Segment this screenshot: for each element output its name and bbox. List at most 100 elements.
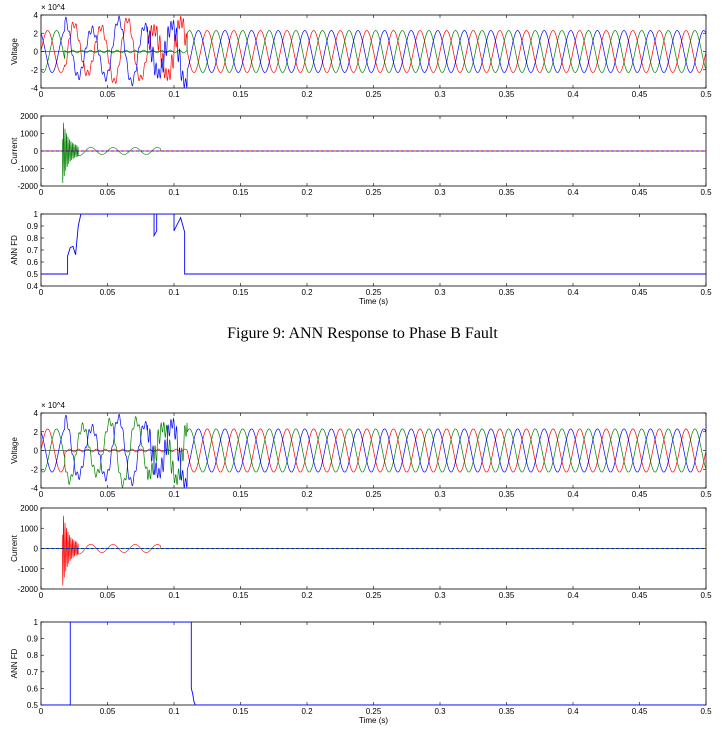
figure1-current-xtick-label: 0.45 xyxy=(632,188,648,197)
figure2-voltage-traces xyxy=(41,413,706,488)
figure2-voltage-ytick-label: -4 xyxy=(31,484,39,493)
figure2-voltage-xtick-label: 0.5 xyxy=(700,490,712,499)
figure2-current-xtick-label: 0.45 xyxy=(632,591,648,600)
figure2-ann-ytick-label: 0.7 xyxy=(27,668,39,677)
figure1-ann-ytick-label: 0.9 xyxy=(27,222,39,231)
figure1-ann-xtick-label: 0.3 xyxy=(434,288,446,297)
figure1-current-xtick-label: 0.4 xyxy=(567,188,579,197)
figure1-voltage-ytick-label: 0 xyxy=(34,48,39,57)
figure1-voltage-ytick-label: -2 xyxy=(31,66,39,75)
figure1-current-xtick-label: 0.35 xyxy=(499,188,515,197)
figure1-ann-ytick-label: 0.4 xyxy=(27,282,39,291)
figure2-ann-series-0 xyxy=(41,622,706,705)
figure1-ann-xtick-label: 0 xyxy=(39,288,44,297)
figure2-current-xtick-label: 0.15 xyxy=(233,591,249,600)
figure1-current-xtick-label: 0.15 xyxy=(233,188,249,197)
figure1-current-ytick-label: 2000 xyxy=(20,112,38,121)
figure1-current-xtick-label: 0.3 xyxy=(434,188,446,197)
figure1-current: 0 0.05 0.1 0.15 0.2 0.25 0.3 0.35 0.4 0.45 0.5 -200… xyxy=(10,112,712,197)
figure1-voltage-series-1 xyxy=(41,30,706,73)
figure2-voltage-xtick-label: 0.45 xyxy=(632,490,648,499)
figure1-ann-xtick-label: 0.05 xyxy=(100,288,116,297)
figure2-voltage: 0 0.05 0.1 0.15 0.2 0.25 0.3 0.35 0.4 0.45 0.5 -4 -2… xyxy=(10,401,712,499)
figure1-voltage-xtick-label: 0.25 xyxy=(366,90,382,99)
figure1-voltage-xtick-label: 0.1 xyxy=(168,90,180,99)
figure2-ann-ylabel: ANN FD xyxy=(10,648,19,678)
figure2-ann-xlabel: Time (s) xyxy=(359,716,388,725)
figure2-current-xtick-label: 0.3 xyxy=(434,591,446,600)
figure2-current-xtick-label: 0.4 xyxy=(567,591,579,600)
figure1-ann-series-0 xyxy=(41,214,706,275)
figure2-current-ytick-label: -2000 xyxy=(18,585,39,594)
figure2-current-xtick-label: 0.5 xyxy=(700,591,712,600)
figure1-ann-traces xyxy=(41,214,706,275)
figure1-ann-xtick-label: 0.15 xyxy=(233,288,249,297)
figure1-ann-ytick-label: 0.6 xyxy=(27,258,39,267)
figure2-voltage-ytick-label: 2 xyxy=(34,428,39,437)
figure1-voltage-ytick-label: 2 xyxy=(34,29,39,38)
figure2-current-xtick-label: 0.35 xyxy=(499,591,515,600)
figure2-current-ytick-label: -1000 xyxy=(18,565,39,574)
figure1-current-traces xyxy=(41,122,706,183)
figure2-ann-xtick-label: 0.45 xyxy=(632,707,648,716)
figure1-current-xtick-label: 0.1 xyxy=(168,188,180,197)
figure2-ann-ytick-label: 0.5 xyxy=(27,701,39,710)
figure1-current-ylabel: Current xyxy=(10,137,19,164)
figure1-ann-ytick-label: 0.5 xyxy=(27,270,39,279)
figure2-current-xtick-label: 0.05 xyxy=(100,591,116,600)
figure2-ann-xtick-label: 0.25 xyxy=(366,707,382,716)
figure2-current-xtick-label: 0.2 xyxy=(301,591,313,600)
figure2-ann-ytick-label: 0.8 xyxy=(27,651,39,660)
figure2-ann: 0 0.05 0.1 0.15 0.2 0.25 0.3 0.35 0.4 0.45 0.5 0.5 0… xyxy=(10,618,712,725)
figure2-voltage-series-0 xyxy=(41,428,706,473)
figure1-ann-xtick-label: 0.2 xyxy=(301,288,313,297)
figure1-voltage-xtick-label: 0 xyxy=(39,90,44,99)
figure1-voltage-xtick-label: 0.45 xyxy=(632,90,648,99)
figure2-voltage-ytick-label: 0 xyxy=(34,447,39,456)
figure1-current-ytick-label: 1000 xyxy=(20,130,38,139)
figure1-voltage-series-2 xyxy=(41,15,706,88)
figure2-ann-xtick-label: 0.4 xyxy=(567,707,579,716)
figure2-current-ylabel: Current xyxy=(10,534,19,561)
figure1-current-xtick-label: 0.05 xyxy=(100,188,116,197)
figure2-voltage-xtick-label: 0.1 xyxy=(168,490,180,499)
figure1-voltage-xtick-label: 0.15 xyxy=(233,90,249,99)
figure2-current: 0 0.05 0.1 0.15 0.2 0.25 0.3 0.35 0.4 0.45 0.5 -200… xyxy=(10,504,712,600)
figure2-ann-axes-frame xyxy=(40,621,707,706)
figure2-current-ytick-label: 2000 xyxy=(20,504,38,513)
figure2-ann-ytick-label: 0.6 xyxy=(27,684,39,693)
figure1-voltage-multiplier: × 10^4 xyxy=(41,3,66,12)
figure1-current-ytick-label: 0 xyxy=(34,147,39,156)
figure2-ann-traces xyxy=(41,622,706,705)
figure1-voltage-ytick-label: -4 xyxy=(31,84,39,93)
figure1-voltage-xtick-label: 0.05 xyxy=(100,90,116,99)
figure2-ann-xtick-label: 0.35 xyxy=(499,707,515,716)
figure1-voltage-ytick-label: 4 xyxy=(34,11,39,20)
figure2-voltage-xtick-label: 0.35 xyxy=(499,490,515,499)
figure1-ann-ytick-label: 0.7 xyxy=(27,246,39,255)
figure2-voltage-xtick-label: 0 xyxy=(39,490,44,499)
figure2-voltage-xtick-label: 0.05 xyxy=(100,490,116,499)
figure1-ann: 0 0.05 0.1 0.15 0.2 0.25 0.3 0.35 0.4 0.45 0.5 0.4 0… xyxy=(10,210,712,306)
figure1-ann-xtick-label: 0.25 xyxy=(366,288,382,297)
figure1-ann-xtick-label: 0.1 xyxy=(168,288,180,297)
figure1-voltage-xtick-label: 0.4 xyxy=(567,90,579,99)
figure1-voltage-traces xyxy=(41,15,706,88)
figure2-ann-xtick-label: 0.1 xyxy=(168,707,180,716)
figure2-ann-xtick-label: 0.3 xyxy=(434,707,446,716)
figure1-voltage-ylabel: Voltage xyxy=(10,38,19,65)
figure1-ann-ylabel: ANN FD xyxy=(10,235,19,265)
figure2-voltage-xtick-label: 0.25 xyxy=(366,490,382,499)
figure2-current-xtick-label: 0 xyxy=(39,591,44,600)
figure1-current-xtick-label: 0 xyxy=(39,188,44,197)
figure2-current-series-0 xyxy=(41,515,706,586)
figure1-ann-xtick-label: 0.35 xyxy=(499,288,515,297)
figure1-ann-xtick-label: 0.5 xyxy=(700,288,712,297)
figure2-voltage-xtick-label: 0.3 xyxy=(434,490,446,499)
figure2-ann-xtick-label: 0.5 xyxy=(700,707,712,716)
figure1-voltage-series-0 xyxy=(41,15,706,85)
figure1-ann-xtick-label: 0.4 xyxy=(567,288,579,297)
figure2-voltage-ytick-label: -2 xyxy=(31,465,39,474)
figure2-voltage-series-2 xyxy=(41,413,706,488)
figure1-ann-xlabel: Time (s) xyxy=(359,297,388,306)
